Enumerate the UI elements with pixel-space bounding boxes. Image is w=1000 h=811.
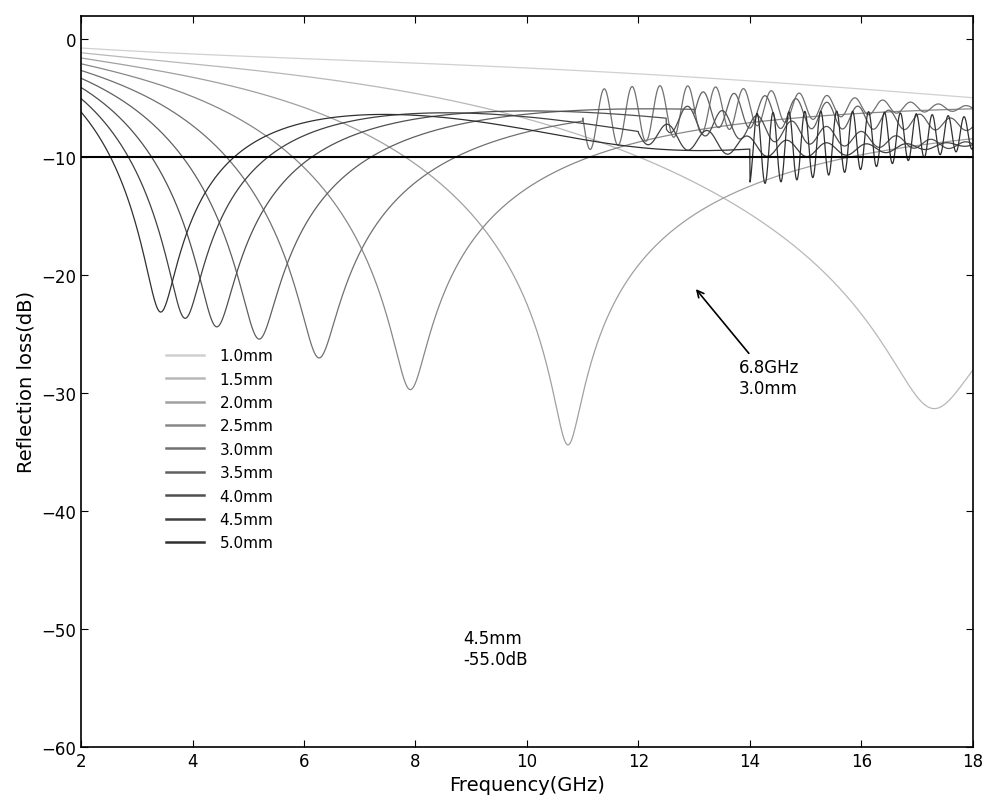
- Line: 3.5mm: 3.5mm: [81, 79, 973, 340]
- 1.0mm: [957, 93, 969, 103]
- 3.0mm: [75, 67, 87, 76]
- 3.5mm: [967, 123, 979, 133]
- 2.0mm: [720, 192, 732, 202]
- 2.5mm: [967, 105, 979, 114]
- 1.0mm: [720, 75, 732, 85]
- 4.5mm: [777, 137, 789, 147]
- 2.0mm: [642, 250, 654, 260]
- 2.0mm: [75, 54, 87, 64]
- Line: 2.0mm: 2.0mm: [81, 59, 973, 445]
- Line: 5.0mm: 5.0mm: [81, 112, 973, 313]
- 1.0mm: [777, 79, 789, 89]
- 1.0mm: [641, 71, 653, 80]
- 3.0mm: [777, 117, 789, 127]
- 1.5mm: [641, 157, 653, 166]
- 3.0mm: [967, 104, 979, 114]
- 4.0mm: [75, 84, 87, 93]
- 3.5mm: [75, 75, 87, 84]
- 3.5mm: [831, 117, 843, 127]
- 5.0mm: [831, 107, 843, 117]
- 5.0mm: [75, 108, 87, 118]
- 2.0mm: [967, 135, 979, 144]
- 2.5mm: [404, 385, 416, 395]
- 2.0mm: [258, 91, 270, 101]
- Text: 4.5mm
-55.0dB: 4.5mm -55.0dB: [463, 629, 527, 668]
- 3.0mm: [957, 102, 969, 112]
- 2.0mm: [777, 170, 789, 180]
- 4.0mm: [720, 110, 732, 120]
- Line: 4.5mm: 4.5mm: [81, 100, 973, 319]
- 4.0mm: [831, 135, 843, 144]
- 1.5mm: [928, 404, 940, 414]
- 5.0mm: [777, 165, 789, 174]
- 5.0mm: [967, 144, 979, 154]
- 1.0mm: [258, 53, 270, 62]
- 4.5mm: [957, 142, 969, 152]
- 3.0mm: [720, 121, 732, 131]
- 1.0mm: [967, 94, 979, 104]
- 1.0mm: [830, 84, 842, 93]
- 1.5mm: [258, 67, 270, 77]
- 5.0mm: [155, 308, 167, 318]
- 5.0mm: [642, 144, 654, 154]
- 3.5mm: [720, 106, 732, 116]
- 2.0mm: [562, 440, 574, 450]
- 4.5mm: [75, 95, 87, 105]
- 1.5mm: [75, 49, 87, 58]
- 3.0mm: [258, 206, 270, 216]
- 2.5mm: [75, 60, 87, 70]
- 3.5mm: [642, 105, 654, 114]
- 3.5mm: [957, 125, 969, 135]
- Line: 2.5mm: 2.5mm: [81, 65, 973, 390]
- 1.5mm: [967, 366, 979, 375]
- 4.0mm: [957, 138, 969, 148]
- 1.5mm: [720, 195, 732, 205]
- 4.0mm: [967, 140, 979, 150]
- 4.5mm: [831, 145, 843, 155]
- 2.0mm: [957, 135, 969, 145]
- 5.0mm: [831, 107, 843, 117]
- Y-axis label: Reflection loss(dB): Reflection loss(dB): [17, 291, 36, 473]
- 3.0mm: [313, 354, 325, 363]
- Line: 4.0mm: 4.0mm: [81, 88, 973, 328]
- 2.5mm: [720, 122, 732, 131]
- 2.5mm: [258, 130, 270, 139]
- 1.5mm: [777, 233, 789, 242]
- 4.0mm: [258, 205, 270, 215]
- 2.5mm: [777, 115, 789, 125]
- 4.5mm: [720, 150, 732, 160]
- Line: 1.5mm: 1.5mm: [81, 54, 973, 409]
- 3.5mm: [253, 335, 265, 345]
- Line: 1.0mm: 1.0mm: [81, 49, 973, 99]
- 1.0mm: [75, 44, 87, 54]
- 3.0mm: [831, 109, 843, 118]
- Line: 3.0mm: 3.0mm: [81, 71, 973, 358]
- 2.0mm: [831, 156, 843, 165]
- 5.0mm: [258, 133, 270, 143]
- 2.5mm: [831, 111, 843, 121]
- 3.0mm: [642, 135, 654, 144]
- 4.5mm: [967, 140, 979, 150]
- 1.5mm: [830, 281, 842, 290]
- 4.0mm: [211, 323, 223, 333]
- 4.0mm: [642, 113, 654, 122]
- 2.5mm: [642, 135, 654, 145]
- Legend: 1.0mm, 1.5mm, 2.0mm, 2.5mm, 3.0mm, 3.5mm, 4.0mm, 4.5mm, 5.0mm: 1.0mm, 1.5mm, 2.0mm, 2.5mm, 3.0mm, 3.5mm…: [160, 342, 280, 557]
- 3.5mm: [777, 122, 789, 132]
- 4.5mm: [642, 140, 654, 150]
- 2.5mm: [957, 105, 969, 115]
- 5.0mm: [957, 114, 969, 123]
- Text: 6.8GHz
3.0mm: 6.8GHz 3.0mm: [697, 291, 799, 397]
- 5.0mm: [720, 146, 732, 156]
- 4.5mm: [179, 314, 191, 324]
- X-axis label: Frequency(GHz): Frequency(GHz): [449, 775, 605, 794]
- 4.0mm: [777, 127, 789, 137]
- 3.5mm: [258, 329, 270, 339]
- 1.5mm: [957, 379, 969, 388]
- 4.5mm: [258, 157, 270, 166]
